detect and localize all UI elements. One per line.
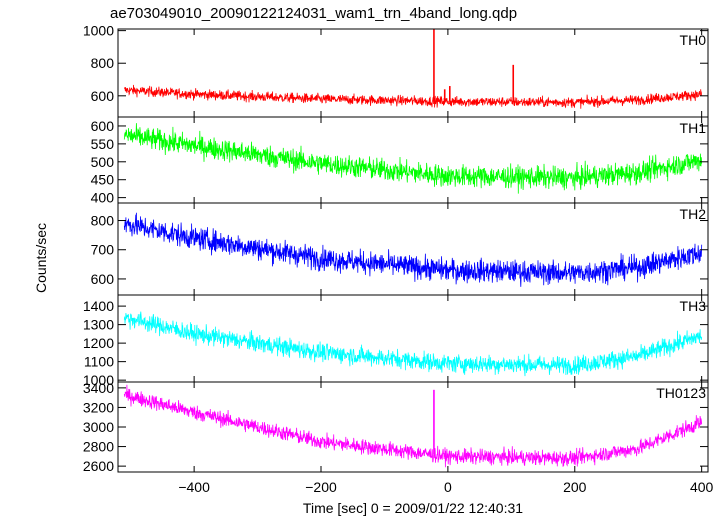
y-tick-label: 550 (91, 136, 115, 152)
panel-label-th0123: TH0123 (656, 385, 706, 401)
y-axis-label: Counts/sec (33, 223, 49, 293)
panel-frame (117, 202, 709, 296)
x-tick-label: −200 (305, 479, 337, 495)
panel-label-th1: TH1 (680, 120, 707, 136)
y-tick-label: 600 (91, 271, 115, 287)
x-axis: −400 −200 0 200 400 (178, 479, 713, 495)
panel-label-th2: TH2 (680, 206, 707, 222)
y-tick-label: 800 (91, 213, 115, 229)
x-tick-label: 400 (690, 479, 714, 495)
panel-label-th0: TH0 (680, 32, 707, 48)
panel-th1: 400 450 500 550 600 TH1 (91, 116, 709, 206)
y-tick-label: 2600 (83, 458, 114, 474)
y-tick-label: 600 (91, 88, 115, 104)
y-tick-label: 1300 (83, 317, 114, 333)
y-tick-label: 800 (91, 55, 115, 71)
y-tick-label: 3400 (83, 380, 114, 396)
panel-frame (117, 116, 709, 204)
y-tick-label: 400 (91, 190, 115, 206)
y-tick-label: 1100 (84, 354, 114, 370)
y-tick-label: 700 (91, 242, 115, 258)
y-tick-label: 2800 (83, 439, 114, 455)
y-tick-label: 1200 (83, 335, 114, 351)
panel-frame (117, 28, 709, 118)
x-axis-label: Time [sec] 0 = 2009/01/22 12:40:31 (303, 500, 523, 516)
y-tick-label: 3200 (83, 399, 114, 415)
panels: 600 800 1000 TH0 400 450 500 550 600 TH1 600 700 800… (83, 23, 709, 474)
chart-title: ae703049010_20090122124031_wam1_trn_4ban… (110, 5, 517, 22)
y-tick-label: 3000 (83, 419, 114, 435)
y-tick-label: 500 (91, 154, 115, 170)
y-tick-label: 600 (91, 118, 115, 134)
y-tick-label: 1000 (83, 23, 114, 39)
series-line-th1 (123, 123, 703, 194)
y-tick-label: 1400 (83, 298, 114, 314)
panel-th0: 600 800 1000 TH0 (83, 23, 709, 118)
x-tick-label: 200 (563, 479, 587, 495)
panel-th0123: 2600 2800 3000 3200 3400 TH0123 (83, 380, 709, 474)
panel-frame (117, 381, 709, 473)
series-line-th2 (123, 212, 703, 287)
series-line-th3 (123, 311, 703, 377)
panel-th3: 1000 1100 1200 1300 1400 TH3 (83, 294, 709, 388)
y-tick-label: 1000 (83, 372, 114, 388)
series-line-th0 (123, 84, 703, 109)
y-tick-label: 450 (91, 172, 115, 188)
x-tick-label: −400 (178, 479, 210, 495)
panel-label-th3: TH3 (680, 298, 707, 314)
series-line-th0123 (123, 384, 703, 468)
x-tick-label: 0 (444, 479, 452, 495)
panel-th2: 600 700 800 TH2 (91, 202, 709, 296)
